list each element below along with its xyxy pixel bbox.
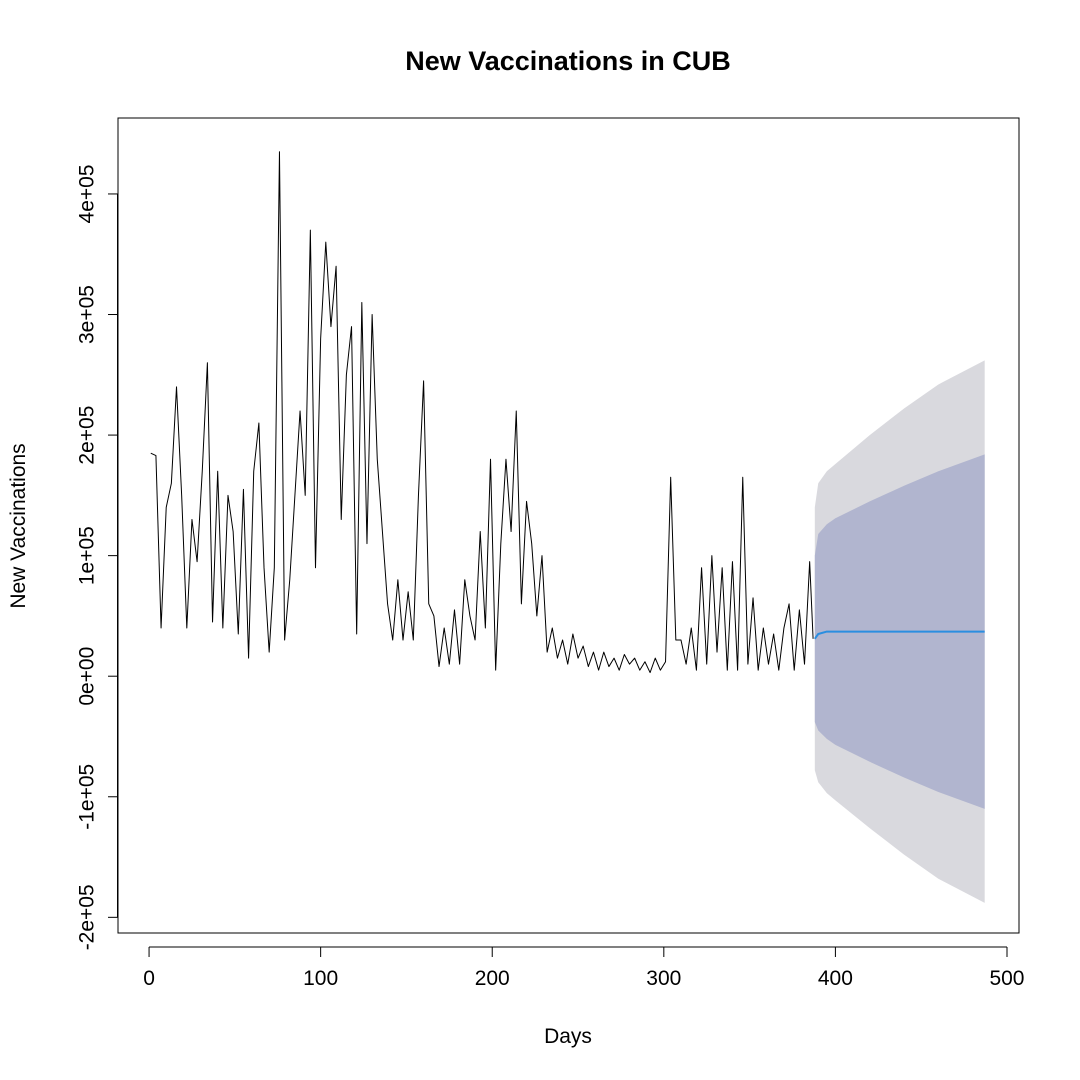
x-tick-label: 100 [303,967,338,990]
x-tick-label: 400 [818,967,853,990]
x-tick-label: 0 [143,967,155,990]
x-axis-label: Days [544,1025,592,1048]
plot-area [150,151,985,903]
y-tick-label: -2e+05 [76,884,99,950]
x-tick-label: 300 [646,967,681,990]
y-tick-label: 0e+00 [76,647,99,706]
y-tick-label: 2e+05 [76,406,99,465]
line [150,151,814,674]
line [813,630,985,640]
y-tick-label: -1e+05 [76,764,99,830]
x-tick-label: 200 [475,967,510,990]
y-tick-label: 1e+05 [76,526,99,585]
x-tick-label: 500 [989,967,1024,990]
chart-title: New Vaccinations in CUB [405,46,731,76]
y-axis-label: New Vaccinations [7,443,30,608]
y-tick-label: 3e+05 [76,285,99,344]
y-tick-label: 4e+05 [76,164,99,223]
